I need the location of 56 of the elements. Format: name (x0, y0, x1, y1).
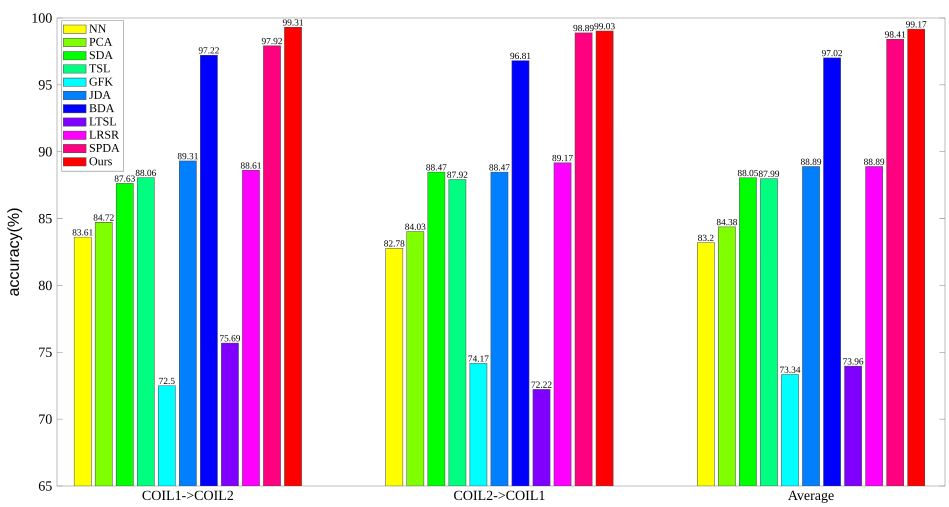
legend-label: SDA (90, 50, 113, 59)
data-label: 98.41 (884, 31, 906, 38)
x-tick-label: COIL1->COIL2 (142, 490, 234, 500)
data-label: 87.99 (758, 170, 780, 177)
data-label: 88.89 (800, 158, 822, 165)
data-label: 84.72 (94, 214, 114, 220)
legend-label: Ours (90, 157, 112, 166)
data-label: 84.38 (716, 218, 738, 226)
legend-label: JDA (89, 90, 111, 99)
data-label: 88.47 (426, 164, 447, 170)
data-label: 88.05 (738, 170, 758, 176)
data-label: 72.5 (159, 378, 175, 384)
data-label: 74.17 (468, 355, 489, 362)
data-label: 73.34 (780, 366, 800, 373)
data-label: 97.22 (198, 47, 219, 54)
x-tick-label: COIL2->COIL1 (454, 490, 545, 500)
data-label: 83.2 (698, 234, 714, 241)
data-label: 84.03 (405, 223, 426, 230)
data-label: 88.47 (489, 164, 510, 170)
data-label: 73.96 (843, 358, 864, 364)
data-label: 96.81 (510, 52, 530, 59)
y-tick-label: 70 (39, 414, 52, 424)
data-label: 89.17 (552, 154, 573, 161)
data-label: 98.89 (573, 24, 594, 32)
legend-label: SPDA (90, 144, 120, 152)
y-tick-label: 85 (38, 214, 52, 224)
y-tick-label: 80 (38, 280, 52, 290)
data-label: 99.31 (282, 19, 303, 26)
data-label: 89.31 (178, 152, 198, 160)
data-label: 88.61 (240, 162, 261, 168)
data-label: 87.63 (114, 175, 135, 182)
data-label: 83.61 (72, 229, 93, 236)
legend-label: GFK (90, 77, 113, 86)
legend-label: LTSL (89, 117, 116, 126)
y-tick-label: 75 (39, 347, 52, 357)
legend-label: PCA (89, 38, 112, 46)
y-tick-label: 65 (38, 481, 52, 490)
data-label: 88.89 (864, 158, 884, 165)
legend-label: NN (89, 24, 106, 32)
data-label: 88.06 (136, 170, 156, 176)
data-label: 75.69 (220, 334, 240, 342)
y-axis-title: accuracy(%) (7, 208, 22, 296)
y-tick-label: 100 (32, 13, 52, 23)
data-label: 99.17 (906, 20, 926, 28)
data-label: 72.22 (532, 381, 552, 388)
legend-label: LRSR (89, 130, 120, 139)
legend-label: BDA (89, 104, 114, 112)
data-label: 82.78 (384, 240, 404, 246)
data-label: 97.02 (822, 50, 842, 56)
data-label: 99.03 (594, 22, 615, 30)
y-tick-label: 90 (38, 146, 52, 156)
data-label: 97.92 (262, 38, 282, 44)
y-tick-label: 95 (38, 80, 52, 90)
legend-label: TSL (89, 64, 110, 72)
x-tick-label: Average (788, 490, 834, 503)
data-label: 87.92 (447, 171, 468, 178)
